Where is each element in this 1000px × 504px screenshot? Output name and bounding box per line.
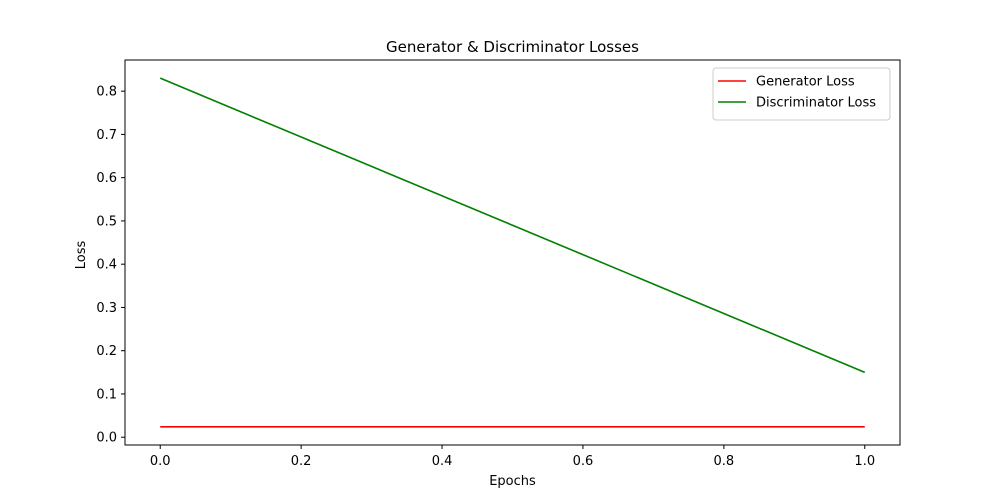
plot-area-frame: [124, 59, 901, 446]
y-tick-label: 0.1: [96, 387, 117, 402]
x-tick-label: 0.6: [573, 454, 594, 469]
legend-label-generator-loss: Generator Loss: [756, 75, 855, 90]
legend-box: [712, 67, 891, 121]
series-line-discriminator-loss: [159, 77, 866, 374]
y-tick-label: 0.5: [96, 214, 117, 229]
x-tick-label: 0.2: [291, 454, 312, 469]
y-axis-ticks: 0.0 0.1 0.2 0.3 0.4 0.5 0.6 0.7 0.8: [96, 85, 125, 446]
x-axis-ticks: 0.0 0.2 0.4 0.6 0.8 1.0: [150, 445, 875, 469]
y-tick-label: 0.2: [96, 344, 117, 359]
y-tick-label: 0.0: [96, 431, 117, 446]
x-tick-label: 1.0: [854, 454, 875, 469]
chart-legend: Generator Loss Discriminator Loss: [712, 67, 891, 121]
chart-title: Generator & Discriminator Losses: [386, 38, 639, 56]
y-tick-label: 0.6: [96, 171, 117, 186]
x-tick-label: 0.0: [150, 454, 171, 469]
x-axis-label: Epochs: [489, 474, 536, 489]
x-tick-label: 0.8: [714, 454, 735, 469]
y-axis-label: Loss: [74, 241, 89, 270]
y-tick-label: 0.7: [96, 128, 117, 143]
y-tick-label: 0.4: [96, 258, 117, 273]
series-layer: [159, 77, 866, 428]
legend-label-discriminator-loss: Discriminator Loss: [756, 96, 876, 111]
y-tick-label: 0.8: [96, 85, 117, 100]
x-tick-label: 0.4: [432, 454, 453, 469]
y-tick-label: 0.3: [96, 301, 117, 316]
